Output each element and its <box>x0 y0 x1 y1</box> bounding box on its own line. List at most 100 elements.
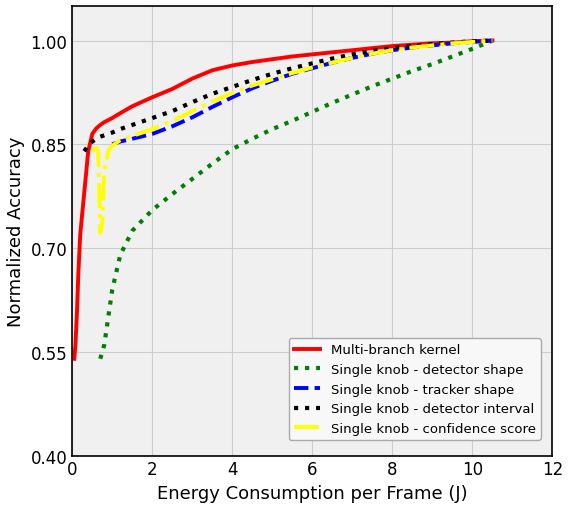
Single knob - detector shape <box>309 109 316 116</box>
Single knob - tracker shape <box>329 61 336 67</box>
Multi-branch kernel <box>93 126 100 132</box>
Single knob - detector interval <box>81 149 88 155</box>
Single knob - confidence score <box>469 40 476 46</box>
Single knob - tracker shape <box>409 45 416 51</box>
Single knob - tracker shape <box>209 105 215 111</box>
Single knob - detector interval <box>189 100 196 106</box>
Single knob - tracker shape <box>229 95 236 101</box>
Single knob - detector interval <box>409 44 416 50</box>
Single knob - confidence score <box>95 149 101 155</box>
Single knob - confidence score <box>389 48 396 54</box>
Single knob - detector interval <box>429 42 436 48</box>
Single knob - detector shape <box>489 38 496 44</box>
Multi-branch kernel <box>97 123 104 129</box>
Single knob - tracker shape <box>269 78 276 84</box>
Single knob - tracker shape <box>389 48 396 54</box>
Single knob - confidence score <box>449 41 456 47</box>
Multi-branch kernel <box>289 54 296 61</box>
Multi-branch kernel <box>209 68 215 74</box>
Line: Single knob - detector interval: Single knob - detector interval <box>84 41 492 152</box>
Multi-branch kernel <box>449 41 456 47</box>
Single knob - detector shape <box>149 208 156 214</box>
Single knob - detector interval <box>249 78 256 84</box>
Multi-branch kernel <box>369 46 376 52</box>
Single knob - confidence score <box>349 55 356 62</box>
Single knob - detector interval <box>129 123 136 129</box>
Multi-branch kernel <box>72 342 79 348</box>
Single knob - detector interval <box>93 136 100 143</box>
Single knob - tracker shape <box>149 132 156 138</box>
Multi-branch kernel <box>71 356 78 362</box>
Single knob - confidence score <box>249 83 256 90</box>
Single knob - detector interval <box>369 49 376 55</box>
Single knob - confidence score <box>93 146 100 152</box>
Single knob - detector shape <box>189 177 196 183</box>
Multi-branch kernel <box>75 273 82 279</box>
Line: Multi-branch kernel: Multi-branch kernel <box>74 41 492 359</box>
Multi-branch kernel <box>329 50 336 56</box>
Multi-branch kernel <box>77 232 84 238</box>
Multi-branch kernel <box>229 63 236 69</box>
Single knob - detector interval <box>209 92 215 98</box>
Single knob - detector shape <box>101 342 108 348</box>
Single knob - confidence score <box>97 231 104 237</box>
Single knob - confidence score <box>269 77 276 83</box>
Multi-branch kernel <box>149 95 156 101</box>
Single knob - confidence score <box>229 91 236 97</box>
Multi-branch kernel <box>74 307 80 314</box>
Single knob - detector interval <box>105 132 112 138</box>
Single knob - confidence score <box>429 43 436 49</box>
Single knob - confidence score <box>149 127 156 133</box>
Single knob - tracker shape <box>469 40 476 46</box>
Single knob - detector interval <box>469 39 476 45</box>
Multi-branch kernel <box>105 118 112 124</box>
Single knob - detector interval <box>309 61 316 67</box>
Single knob - tracker shape <box>129 136 136 143</box>
Single knob - tracker shape <box>117 139 124 145</box>
Single knob - confidence score <box>105 149 112 155</box>
Single knob - detector interval <box>449 41 456 47</box>
Single knob - detector shape <box>469 47 476 53</box>
Multi-branch kernel <box>389 44 396 50</box>
Single knob - detector shape <box>109 287 116 293</box>
Multi-branch kernel <box>309 52 316 59</box>
Single knob - detector interval <box>89 139 96 145</box>
Single knob - confidence score <box>209 99 215 105</box>
Y-axis label: Normalized Accuracy: Normalized Accuracy <box>7 136 25 326</box>
Single knob - tracker shape <box>489 38 496 44</box>
Single knob - tracker shape <box>289 72 296 78</box>
Multi-branch kernel <box>169 87 176 93</box>
Single knob - detector shape <box>129 228 136 234</box>
Multi-branch kernel <box>349 48 356 54</box>
Single knob - detector interval <box>117 127 124 133</box>
Single knob - detector interval <box>289 66 296 72</box>
Single knob - tracker shape <box>449 41 456 47</box>
Single knob - detector shape <box>249 136 256 143</box>
Line: Single knob - detector shape: Single knob - detector shape <box>100 41 492 359</box>
Multi-branch kernel <box>429 41 436 47</box>
Single knob - detector shape <box>209 161 215 167</box>
Single knob - detector interval <box>389 46 396 52</box>
Single knob - confidence score <box>309 65 316 71</box>
Single knob - detector shape <box>389 76 396 82</box>
Single knob - confidence score <box>99 221 105 228</box>
Multi-branch kernel <box>269 57 276 63</box>
Single knob - confidence score <box>117 138 124 144</box>
Single knob - detector shape <box>105 315 112 321</box>
Multi-branch kernel <box>189 76 196 82</box>
Legend: Multi-branch kernel, Single knob - detector shape, Single knob - tracker shape, : Multi-branch kernel, Single knob - detec… <box>288 338 541 440</box>
Single knob - confidence score <box>329 61 336 67</box>
Single knob - tracker shape <box>349 55 356 62</box>
Single knob - tracker shape <box>309 66 316 72</box>
Single knob - confidence score <box>189 109 196 115</box>
Multi-branch kernel <box>469 39 476 45</box>
Single knob - confidence score <box>169 119 176 125</box>
Single knob - detector shape <box>169 192 176 198</box>
Single knob - detector shape <box>449 54 456 61</box>
Single knob - detector interval <box>329 56 336 63</box>
Line: Single knob - tracker shape: Single knob - tracker shape <box>112 41 492 145</box>
Single knob - detector shape <box>269 127 276 133</box>
Single knob - detector shape <box>97 356 104 362</box>
Single knob - detector shape <box>329 101 336 107</box>
Line: Single knob - confidence score: Single knob - confidence score <box>92 41 492 234</box>
